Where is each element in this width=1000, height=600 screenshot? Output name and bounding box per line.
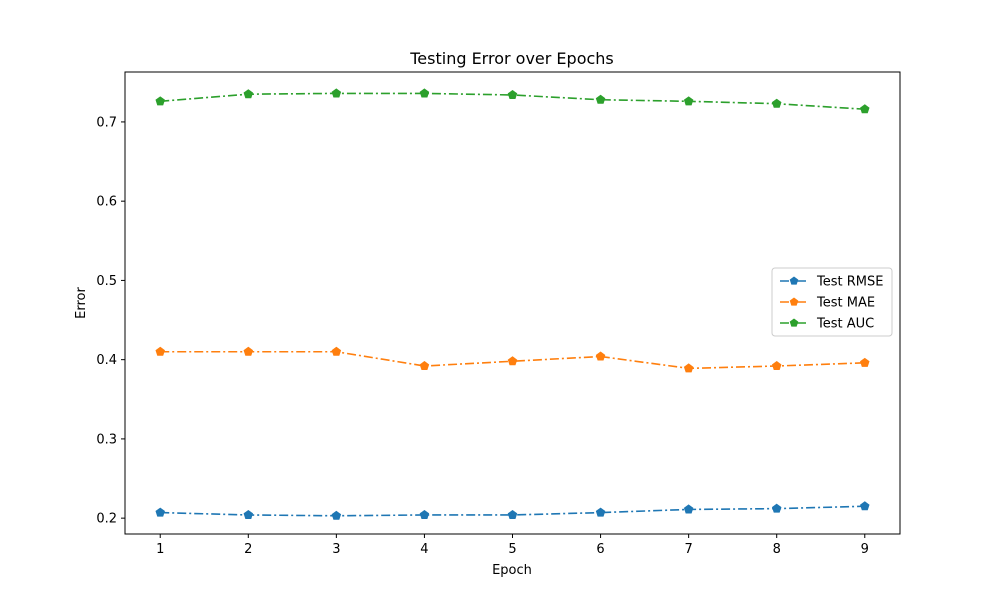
y-tick-label: 0.3 [96,432,117,447]
data-point [419,509,430,520]
data-point [155,96,165,106]
y-axis-label: Error [74,287,89,319]
data-point [683,363,694,373]
data-point [683,504,694,514]
data-point [771,503,782,513]
data-point [419,361,430,371]
ticks-layer: 1 2 3 4 5 6 7 8 9 0.2 0.3 0.4 0.5 0.6 0.7 [96,115,869,557]
data-point [860,104,870,114]
x-tick-label: 9 [861,542,869,557]
data-point [331,510,342,520]
x-tick-label: 1 [156,542,164,557]
legend-box [771,267,893,337]
y-tick-label: 0.2 [96,512,117,527]
plot-frame [124,71,901,535]
data-point [595,351,606,361]
data-point [683,96,694,106]
x-tick-label: 4 [420,542,428,557]
data-point [507,89,518,100]
data-point [595,507,606,517]
x-tick-label: 2 [244,542,252,557]
y-tick-label: 0.6 [96,195,117,210]
legend-marker [789,276,799,285]
x-tick-label: 8 [773,542,781,557]
x-tick-label: 5 [508,542,516,557]
y-tick-label: 0.4 [96,353,117,368]
data-point [507,509,518,520]
data-point [155,507,165,517]
legend-marker [789,318,799,327]
data-point [331,346,342,356]
series-layer [155,88,870,520]
data-point [860,501,870,511]
data-point [243,346,254,356]
series-test-auc [155,88,870,114]
x-tick-label: 6 [596,542,604,557]
x-axis-label: Epoch [492,563,532,578]
data-point [331,88,342,98]
y-tick-label: 0.5 [96,274,117,289]
series-test-mae [155,346,870,373]
chart-title: Testing Error over Epochs [409,49,614,68]
data-point [419,88,430,98]
data-point [155,346,165,356]
data-point [860,357,870,367]
x-tick-label: 7 [684,542,692,557]
legend-label: Test AUC [816,317,874,332]
data-point [507,356,518,366]
legend-label: Test MAE [816,296,875,311]
legend-marker [789,297,799,306]
data-point [243,89,254,99]
legend-item: Test AUC [780,317,874,332]
legend-item: Test RMSE [780,275,883,290]
data-point [595,94,606,104]
legend-label: Test RMSE [816,275,883,290]
y-tick-label: 0.7 [96,115,117,130]
series-test-rmse [155,501,870,520]
data-point [771,98,782,108]
legend-item: Test MAE [780,296,875,311]
x-tick-label: 3 [332,542,340,557]
data-point [771,361,782,371]
data-point [243,509,254,520]
legend: Test RMSE Test MAE Test AUC [771,267,893,337]
